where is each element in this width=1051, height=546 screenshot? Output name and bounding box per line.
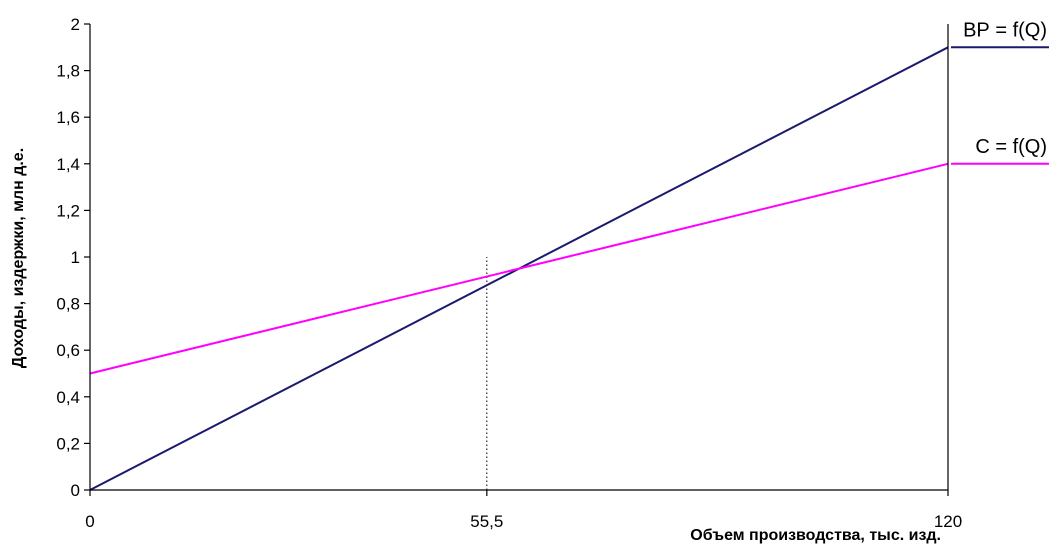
y-tick-label-8: 1,6 (56, 108, 80, 127)
y-tick-label-7: 1,4 (56, 155, 80, 174)
series-label-1: C = f(Q) (975, 136, 1047, 158)
plot-area: ВР = f(Q) C = f(Q) (89, 19, 1049, 491)
x-tick-label-1: 55,5 (470, 512, 503, 531)
y-tick-label-4: 0,8 (56, 295, 80, 314)
y-axis-title: Доходы, издержки, млн д.е. (10, 148, 27, 368)
y-tick-label-2: 0,4 (56, 388, 80, 407)
y-tick-label-6: 1,2 (56, 201, 80, 220)
x-axis-title: Объем производства, тыс. изд. (690, 527, 941, 544)
series-label-0: ВР = f(Q) (963, 19, 1047, 41)
y-tick-label-0: 0 (71, 481, 80, 500)
x-tick-label-2: 120 (934, 512, 962, 531)
axes: Объем производства, тыс. изд. Доходы, из… (10, 15, 962, 544)
y-tick-label-3: 0,6 (56, 341, 80, 360)
y-tick-label-5: 1 (71, 248, 80, 267)
y-tick-label-10: 2 (71, 15, 80, 34)
y-tick-label-1: 0,2 (56, 434, 80, 453)
series-line-1 (89, 162, 949, 375)
y-tick-label-9: 1,8 (56, 62, 80, 81)
x-tick-label-0: 0 (85, 512, 94, 531)
